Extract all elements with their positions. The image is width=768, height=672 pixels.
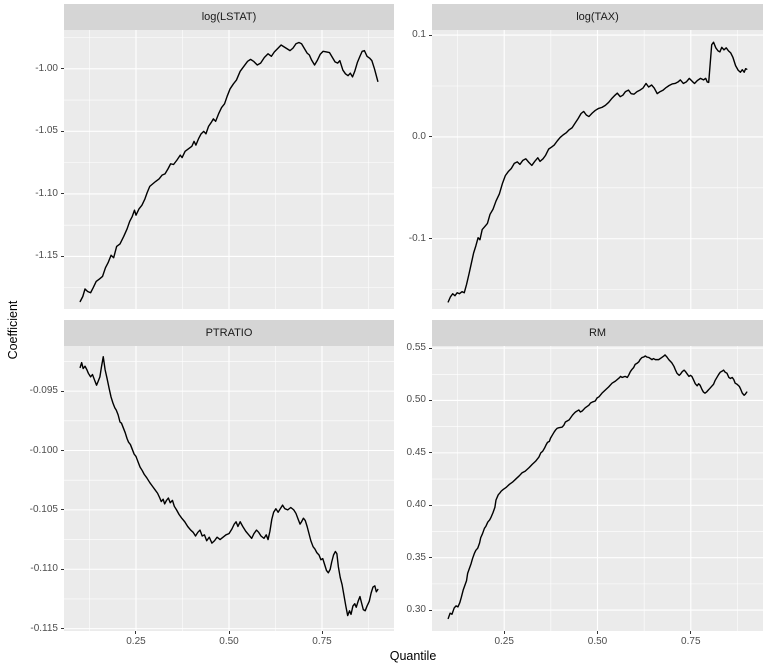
y-tick-label-ptratio: -0.100: [29, 444, 58, 456]
x-tick-label-rm: 0.25: [494, 636, 514, 647]
y-tick-mark-log-tax: [429, 34, 432, 36]
y-tick-label-log-lstat: -1.10: [35, 187, 58, 199]
strip-title-log-lstat: log(LSTAT): [201, 11, 257, 23]
y-tick-mark-rm: [429, 399, 432, 401]
y-tick-label-rm: 0.30: [406, 604, 426, 616]
x-tick-mark-rm: [597, 631, 598, 634]
strip-title-ptratio: PTRATIO: [205, 327, 253, 339]
y-axis-title: Coefficient: [6, 300, 20, 360]
x-tick-label-ptratio: 0.50: [219, 636, 239, 647]
panel-log-lstat: [64, 30, 394, 309]
x-axis-title: Quantile: [389, 649, 437, 663]
series-line-log-tax: [447, 41, 748, 303]
x-tick-label-rm: 0.50: [587, 636, 608, 647]
y-tick-label-rm: 0.35: [406, 551, 426, 563]
x-tick-label-rm: 0.75: [681, 636, 701, 647]
y-tick-label-ptratio: -0.105: [29, 503, 58, 515]
y-tick-label-rm: 0.55: [406, 342, 426, 354]
strip-title-log-tax: log(TAX): [576, 11, 619, 23]
y-tick-label-log-tax: 0.1: [412, 29, 426, 41]
x-tick-mark-rm: [503, 631, 505, 634]
strip-rm: RM: [432, 320, 763, 346]
y-tick-label-rm: 0.50: [406, 394, 426, 406]
y-tick-label-ptratio: -0.110: [30, 563, 58, 575]
strip-ptratio: PTRATIO: [64, 320, 394, 346]
strip-log-lstat: log(LSTAT): [64, 4, 394, 30]
y-tick-label-log-tax: 0.0: [412, 130, 426, 142]
y-tick-mark-log-lstat: [61, 68, 64, 70]
y-tick-label-log-lstat: -1.15: [35, 250, 58, 262]
x-tick-mark-rm: [690, 631, 692, 634]
y-tick-mark-ptratio: [61, 450, 64, 451]
series-line-rm: [447, 354, 748, 620]
panel-rm: [432, 346, 763, 631]
y-tick-label-rm: 0.40: [406, 499, 426, 511]
series-line-log-lstat: [79, 41, 379, 303]
panel-ptratio: [64, 346, 394, 631]
x-tick-mark-ptratio: [228, 631, 230, 634]
x-tick-mark-ptratio: [135, 631, 137, 634]
y-tick-mark-log-lstat: [61, 193, 64, 195]
y-tick-label-log-tax: -0.1: [408, 232, 426, 244]
strip-title-rm: RM: [588, 327, 607, 339]
y-tick-label-log-lstat: -1.05: [35, 125, 58, 137]
y-tick-mark-ptratio: [61, 568, 64, 570]
y-tick-mark-rm: [429, 347, 432, 349]
y-tick-mark-ptratio: [61, 628, 64, 630]
strip-log-tax: log(TAX): [432, 4, 763, 30]
y-tick-mark-log-lstat: [61, 255, 64, 257]
x-tick-label-ptratio: 0.75: [312, 636, 332, 647]
y-tick-mark-log-tax: [429, 136, 432, 138]
y-tick-mark-ptratio: [61, 509, 64, 511]
y-tick-mark-ptratio: [61, 390, 64, 392]
y-tick-mark-rm: [429, 452, 432, 454]
x-tick-mark-ptratio: [321, 631, 323, 634]
series-line-ptratio: [79, 355, 379, 617]
y-tick-label-rm: 0.45: [406, 446, 426, 458]
y-tick-mark-rm: [429, 504, 432, 506]
y-tick-mark-rm: [429, 557, 432, 559]
panel-log-tax: [432, 30, 763, 309]
y-tick-mark-log-lstat: [61, 130, 64, 132]
y-tick-label-log-lstat: -1.00: [35, 62, 58, 74]
y-tick-mark-rm: [429, 609, 432, 611]
x-tick-label-ptratio: 0.25: [126, 636, 146, 647]
y-tick-mark-log-tax: [429, 238, 432, 240]
y-tick-label-ptratio: -0.115: [30, 622, 58, 634]
y-tick-label-ptratio: -0.095: [29, 385, 58, 397]
